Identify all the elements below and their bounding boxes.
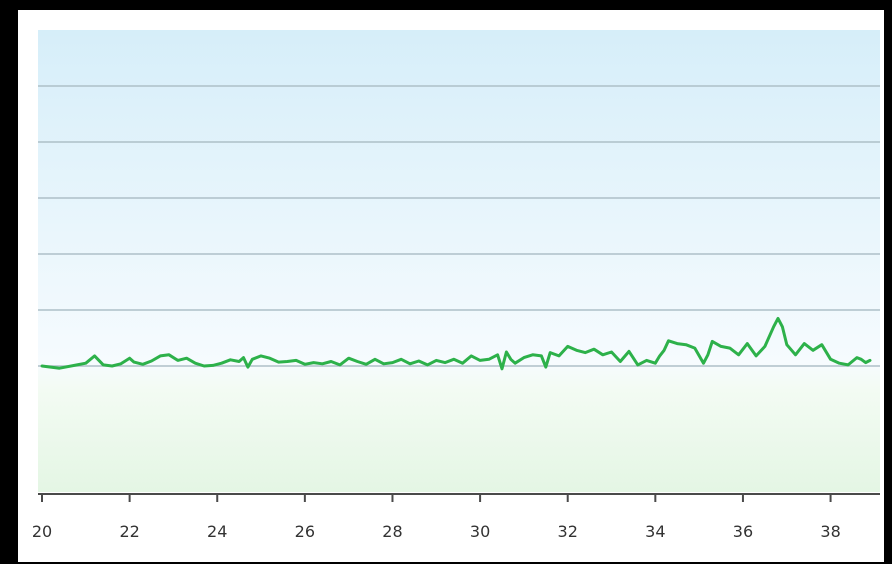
x-tick-label: 22 [119,522,139,541]
chart-frame: 20 22 24 26 28 30 32 34 36 38 [18,10,884,562]
plot-area [38,30,880,492]
x-tick-label: 28 [382,522,402,541]
line-chart: 20 22 24 26 28 30 32 34 36 38 [32,30,880,541]
x-tick-label: 34 [645,522,665,541]
series-line [40,316,872,371]
x-tick-label: 38 [820,522,840,541]
x-tick-label: 20 [32,522,52,541]
x-tick-label: 32 [558,522,578,541]
x-tick-label: 30 [470,522,490,541]
x-tick-label: 36 [733,522,753,541]
x-tick-label: 24 [207,522,227,541]
x-tick-label: 26 [295,522,315,541]
